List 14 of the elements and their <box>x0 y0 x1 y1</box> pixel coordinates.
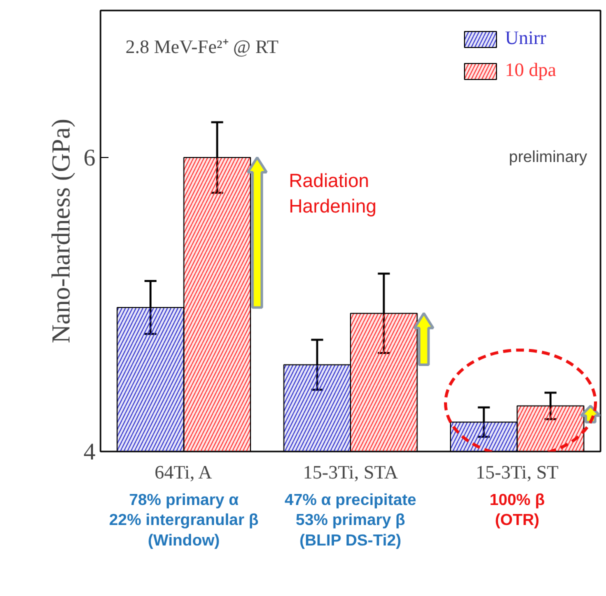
y-tick-label: 6 <box>84 146 96 172</box>
text: 100% β (OTR) <box>490 492 545 530</box>
x-tick-label: 15-3Ti, ST <box>476 462 559 484</box>
annotation: preliminary <box>508 149 588 166</box>
x-tick-label: 15-3Ti, STA <box>303 462 398 484</box>
text: 47% α precipitate 53% primary β (BLIP DS-Ti2) <box>284 492 416 550</box>
legend-label: 10 dpa <box>505 60 556 82</box>
legend-label: Unirr <box>505 28 546 50</box>
text: 78% primary α 22% intergranular β (Window) <box>109 492 259 550</box>
annotation: 2.8 MeV-Fe²⁺ @ RT <box>126 36 279 58</box>
annotation: Radiation Hardening <box>288 171 377 218</box>
y-tick-label: 4 <box>84 440 96 466</box>
y-axis-title: Nano-hardness (GPa) <box>46 118 76 344</box>
x-tick-label: 64Ti, A <box>154 462 212 484</box>
